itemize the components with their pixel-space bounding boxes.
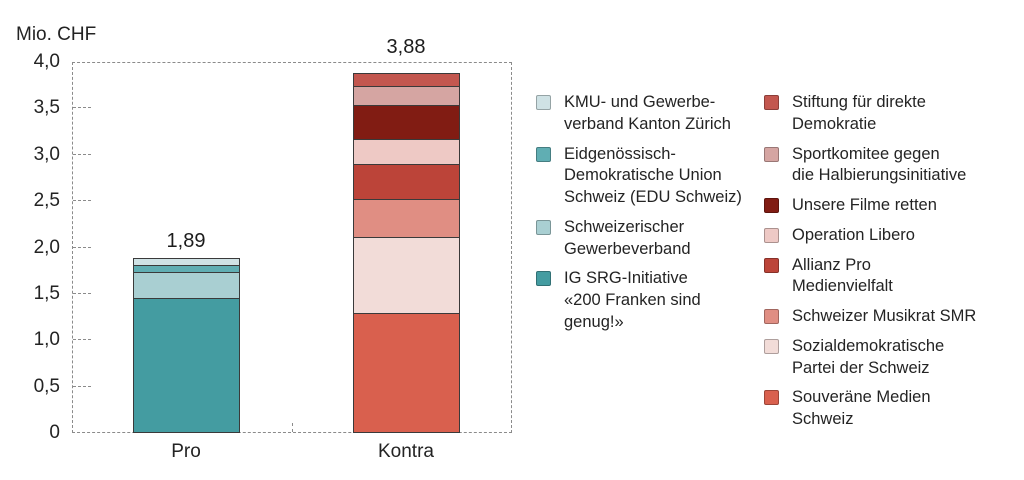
legend-label: Eidgenössisch- Demokratische Union Schwe… <box>564 144 742 207</box>
bar-total-label: 1,89 <box>166 229 206 252</box>
legend-label: IG SRG-Initiative «200 Franken sind genu… <box>564 269 701 331</box>
bar-segment <box>133 273 239 299</box>
legend-swatch <box>764 338 779 354</box>
stacked-bar-kontra <box>352 73 460 433</box>
legend-label: Operation Libero <box>792 225 915 244</box>
legend-item: Eidgenössisch- Demokratische Union Schwe… <box>536 144 742 209</box>
legend-label: Souveräne Medien Schweiz <box>792 388 931 429</box>
legend-item: Souveräne Medien Schweiz <box>764 387 976 431</box>
bar-segment <box>133 298 239 432</box>
legend-item: Allianz Pro Medienvielfalt <box>764 255 976 299</box>
y-tick-mark <box>73 200 91 202</box>
legend-label: Unsere Filme retten <box>792 196 937 215</box>
bar-segment <box>133 258 239 266</box>
bar-segment <box>133 266 239 274</box>
legend-item: IG SRG-Initiative «200 Franken sind genu… <box>536 268 742 333</box>
legend-item: Sozialdemokratische Partei der Schweiz <box>764 336 976 380</box>
y-tick-label: 1,0 <box>33 329 60 351</box>
y-tick-label: 0 <box>49 422 60 443</box>
legend-label: Schweizerischer Gewerbeverband <box>564 217 691 258</box>
bar-segment <box>353 313 459 432</box>
bar-segment <box>353 86 459 106</box>
bar-segment <box>353 74 459 87</box>
legend-swatch <box>764 95 779 110</box>
legend-swatch <box>536 95 551 110</box>
y-tick-label: 2,5 <box>33 190 60 212</box>
legend-swatch <box>764 146 779 162</box>
y-tick-label: 0,5 <box>33 375 60 397</box>
stacked-bar-pro <box>132 257 240 433</box>
x-axis-mid-tick <box>292 423 293 432</box>
y-tick-mark <box>73 153 91 155</box>
bar-segment <box>353 200 459 239</box>
y-tick-mark <box>73 292 91 294</box>
legend-swatch <box>536 219 551 235</box>
bar-segment <box>353 139 459 165</box>
legend-label: Stiftung für direkte Demokratie <box>792 93 926 133</box>
legend-column-2: Stiftung für direkte Demokratie Sportkomi… <box>764 92 976 431</box>
legend-swatch <box>764 227 779 243</box>
x-axis-category-label: Pro <box>171 441 201 462</box>
legend-swatch <box>536 271 551 287</box>
y-tick-mark <box>73 107 91 109</box>
legend-item: KMU- und Gewerbe- verband Kanton Zürich <box>536 92 742 136</box>
legend-item: Stiftung für direkte Demokratie <box>764 92 976 136</box>
bar-total-label: 3,88 <box>386 36 426 58</box>
bar-segment <box>353 238 459 314</box>
bar-segment <box>353 105 459 140</box>
y-tick-label: 2,0 <box>33 236 60 258</box>
legend-swatch <box>764 198 779 214</box>
plot-area <box>72 62 512 433</box>
legend-label: Schweizer Musikrat SMR <box>792 307 977 326</box>
y-tick-mark <box>73 339 91 341</box>
legend-column-1: KMU- und Gewerbe- verband Kanton Zürich E… <box>536 92 742 334</box>
legend-label: Sportkomitee gegen die Halbierungsinitia… <box>792 144 967 185</box>
legend-item: Schweizer Musikrat SMR <box>764 306 976 328</box>
legend-label: Allianz Pro Medienvielfalt <box>792 255 893 296</box>
y-tick-mark <box>73 246 91 248</box>
legend-swatch <box>764 390 779 406</box>
y-tick-mark <box>73 385 91 387</box>
y-tick-label: 1,5 <box>33 282 60 304</box>
legend-label: KMU- und Gewerbe- verband Kanton Zürich <box>564 93 731 133</box>
y-tick-label: 3,5 <box>33 97 60 119</box>
y-axis-unit-label: Mio. CHF <box>16 24 97 45</box>
legend-swatch <box>536 146 551 162</box>
y-tick-label: 4,0 <box>33 51 60 72</box>
y-tick-label: 3,0 <box>33 143 60 165</box>
legend-swatch <box>764 257 779 273</box>
legend-item: Operation Libero <box>764 225 976 247</box>
bar-segment <box>353 164 459 201</box>
x-axis-category-label: Kontra <box>378 441 434 462</box>
legend-swatch <box>764 309 779 325</box>
legend-item: Sportkomitee gegen die Halbierungsinitia… <box>764 144 976 188</box>
legend-label: Sozialdemokratische Partei der Schweiz <box>792 336 945 377</box>
legend-item: Schweizerischer Gewerbeverband <box>536 217 742 261</box>
legend-item: Unsere Filme retten <box>764 195 976 217</box>
